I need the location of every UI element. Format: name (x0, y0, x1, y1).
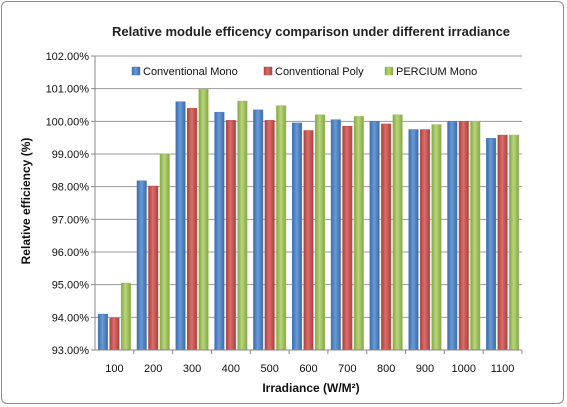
bar-conventional-poly-100 (109, 317, 120, 351)
y-tick-label: 95.00% (52, 280, 90, 292)
y-tick-label: 94.00% (52, 312, 90, 324)
bar-percium-mono-800 (392, 114, 403, 351)
bar-conventional-poly-300 (187, 108, 198, 351)
bar-conventional-poly-500 (264, 120, 275, 351)
legend-swatch (384, 66, 394, 76)
y-tick-label: 100.00% (46, 116, 90, 128)
x-tick-label: 200 (144, 363, 162, 375)
bar-conventional-poly-400 (225, 120, 236, 351)
legend-label: Conventional Poly (275, 66, 364, 78)
bar-conventional-mono-100 (97, 313, 108, 351)
bar-percium-mono-100 (120, 282, 131, 351)
bar-conventional-poly-200 (148, 185, 159, 351)
y-tick-label: 102.00% (46, 51, 90, 63)
bar-percium-mono-900 (431, 124, 442, 351)
x-tick-label: 800 (377, 363, 395, 375)
bar-percium-mono-200 (159, 153, 170, 351)
bar-conventional-mono-800 (369, 121, 380, 351)
bar-percium-mono-1000 (470, 121, 481, 351)
bar-conventional-mono-1100 (486, 138, 497, 351)
x-axis-title: Irradiance (W/M²) (262, 381, 359, 395)
bar-conventional-mono-900 (408, 129, 419, 351)
bar-conventional-mono-300 (175, 101, 186, 351)
bar-conventional-mono-700 (330, 119, 341, 351)
bar-conventional-poly-700 (342, 125, 353, 351)
bar-percium-mono-300 (198, 89, 209, 351)
x-tick-label: 600 (299, 363, 317, 375)
bar-conventional-poly-600 (303, 130, 314, 351)
legend-swatch (263, 66, 273, 76)
x-tick-label: 700 (338, 363, 356, 375)
bar-conventional-mono-500 (253, 109, 264, 351)
chart-title: Relative module efficency comparison und… (112, 24, 510, 39)
bar-conventional-poly-800 (381, 123, 392, 351)
legend-label: PERCIUM Mono (396, 66, 477, 78)
x-tick-label: 300 (183, 363, 201, 375)
y-tick-label: 101.00% (46, 84, 90, 96)
bar-percium-mono-500 (276, 105, 287, 351)
legend-label: Conventional Mono (143, 66, 238, 78)
bar-conventional-mono-600 (292, 122, 302, 351)
bar-conventional-poly-1100 (497, 134, 508, 351)
bar-conventional-mono-200 (136, 180, 147, 351)
bar-percium-mono-1100 (509, 134, 520, 351)
bar-conventional-mono-400 (214, 111, 225, 351)
x-tick-label: 900 (416, 363, 434, 375)
x-tick-label: 1000 (452, 363, 476, 375)
y-axis-title: Relative efficiency (%) (19, 138, 33, 265)
bar-percium-mono-700 (353, 116, 364, 351)
bar-percium-mono-400 (237, 100, 248, 351)
bar-conventional-poly-1000 (458, 121, 469, 351)
bar-percium-mono-600 (315, 114, 325, 351)
x-tick-label: 100 (105, 363, 123, 375)
y-tick-label: 93.00% (52, 345, 90, 357)
bar-conventional-poly-900 (419, 129, 430, 351)
y-tick-label: 99.00% (52, 149, 90, 161)
y-tick-label: 97.00% (52, 214, 90, 226)
x-tick-label: 400 (222, 363, 240, 375)
y-tick-label: 98.00% (52, 182, 90, 194)
x-tick-label: 1100 (491, 363, 515, 375)
legend-swatch (131, 66, 141, 76)
bar-conventional-mono-1000 (447, 121, 458, 351)
y-tick-label: 96.00% (52, 247, 90, 259)
x-tick-label: 500 (261, 363, 279, 375)
